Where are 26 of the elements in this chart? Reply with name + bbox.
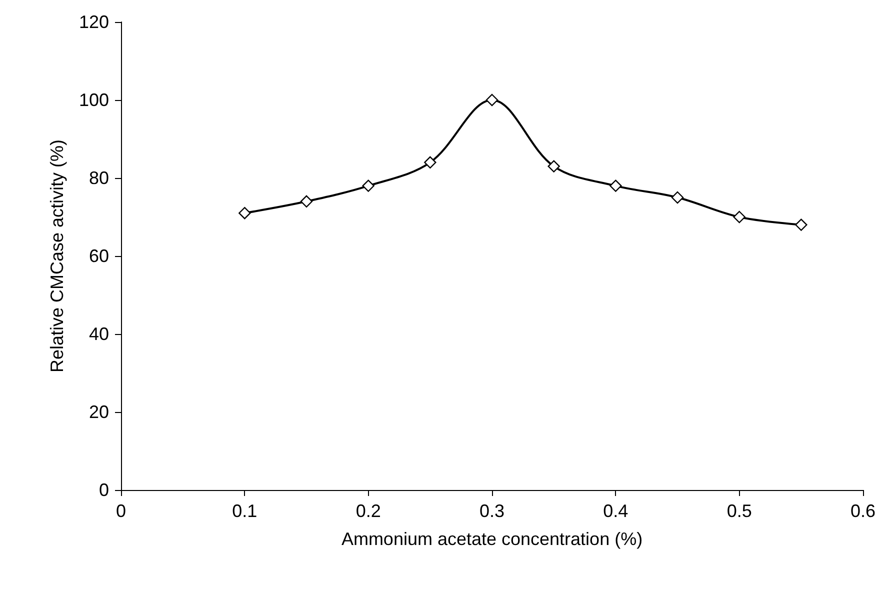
y-tick-label: 80 [88, 168, 109, 188]
x-tick-label: 0 [116, 501, 126, 521]
y-tick-label: 120 [78, 12, 109, 32]
x-tick-label: 0.6 [850, 501, 876, 521]
y-axis-title: Relative CMCase activity (%) [47, 139, 67, 373]
y-tick-label: 20 [88, 402, 109, 422]
x-tick-label: 0.1 [232, 501, 258, 521]
x-tick-label: 0.2 [356, 501, 381, 521]
y-tick-label: 60 [88, 246, 109, 266]
point [486, 94, 498, 106]
point [362, 180, 374, 192]
point [424, 156, 436, 168]
point [238, 207, 251, 220]
point [671, 191, 684, 204]
x-tick-label: 0.4 [603, 501, 628, 521]
point [300, 195, 313, 208]
point [610, 180, 622, 192]
x-tick-label: 0.5 [726, 501, 752, 521]
y-tick-label: 40 [88, 324, 109, 344]
x-axis-title: Ammonium acetate concentration (%) [341, 529, 643, 549]
point [733, 210, 746, 224]
y-tick-label: 100 [78, 90, 109, 110]
x-tick-label: 0.3 [479, 501, 505, 521]
point [795, 218, 808, 231]
y-tick-label: 0 [98, 480, 109, 500]
point [548, 160, 560, 172]
